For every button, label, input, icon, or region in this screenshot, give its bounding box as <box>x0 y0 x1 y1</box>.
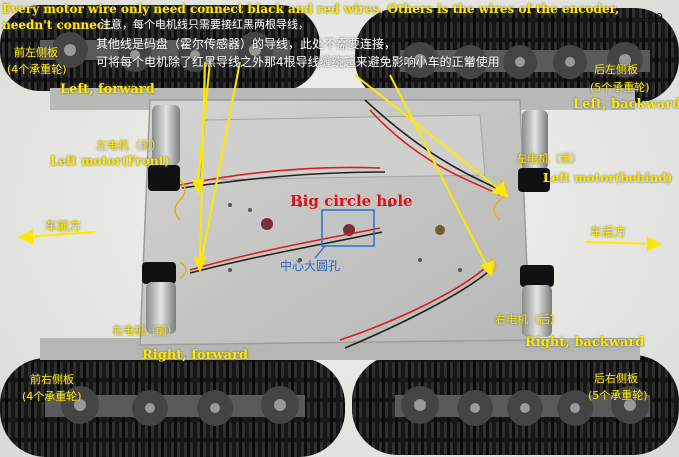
track-rear-right <box>352 355 679 455</box>
header-note-en-line1: Every motor wire only need connect black… <box>2 2 620 16</box>
label-front-right-panel-sub: (4个承重轮) <box>22 390 82 403</box>
label-left-motor-front-cn: 左电机（前） <box>96 139 162 152</box>
label-left-backward: Left, backward <box>573 97 679 112</box>
label-car-rear-cn: 车后方 <box>590 225 627 239</box>
label-front-left-panel-sub: (4个承重轮) <box>7 63 67 76</box>
header-note-en-line2: needn't connect. <box>2 18 114 32</box>
motor-left-rear <box>518 110 550 192</box>
label-left-motor-rear-cn: 左电机（后） <box>516 152 582 165</box>
label-center-hole-cn: 中心大圆孔 <box>280 259 341 273</box>
label-rear-left-panel-cn: 后左侧板 <box>594 63 638 76</box>
track-rear-left <box>355 8 679 103</box>
label-left-motor-behind: Left motor(behind) <box>543 171 673 185</box>
label-right-forward: Right, forward <box>142 348 249 363</box>
header-note-cn-line2: 其他线是码盘（霍尔传感器）的导线，此处不需要连接， <box>96 37 397 51</box>
center-hole-pointer <box>314 245 326 259</box>
label-rear-left-panel-sub: (5个承重轮) <box>590 81 650 94</box>
center-hole-highlight-box <box>321 209 375 247</box>
label-rear-right-panel-cn: 后右侧板 <box>594 372 638 385</box>
motor-left-front <box>148 105 180 191</box>
label-left-motor-front: Left motor(Front) <box>50 154 170 168</box>
image-number: 039 <box>642 11 663 24</box>
header-note-cn-line1: 注意，每个电机线只需要接红黑两根导线， <box>100 18 309 31</box>
motor-right-front <box>142 262 176 334</box>
track-front-left <box>0 5 320 91</box>
motor-right-rear <box>520 265 554 337</box>
plate-holes <box>228 203 462 272</box>
upper-shelf <box>199 114 486 181</box>
label-left-forward: Left, forward <box>60 82 155 97</box>
motor-wires <box>174 99 507 349</box>
label-front-right-panel-cn: 前右侧板 <box>30 373 74 386</box>
label-right-backward: Right, backward <box>525 335 645 350</box>
pointer-arrows <box>17 61 663 278</box>
label-big-circle-hole: Big circle hole <box>290 192 413 210</box>
label-right-motor-rear-cn: 右电机（后） <box>495 313 561 326</box>
label-car-front-cn: 车前方 <box>45 219 82 233</box>
label-right-motor-front-cn: 右电机（前） <box>112 324 178 337</box>
track-front-right <box>0 358 345 457</box>
header-note-cn-line3: 可将每个电机除了红黑导线之外那4根导线缠绕起来避免影响小车的正常使用 <box>96 55 500 69</box>
label-front-left-panel-cn: 前左侧板 <box>14 46 58 59</box>
label-rear-right-panel-sub: (5个承重轮) <box>588 389 648 402</box>
